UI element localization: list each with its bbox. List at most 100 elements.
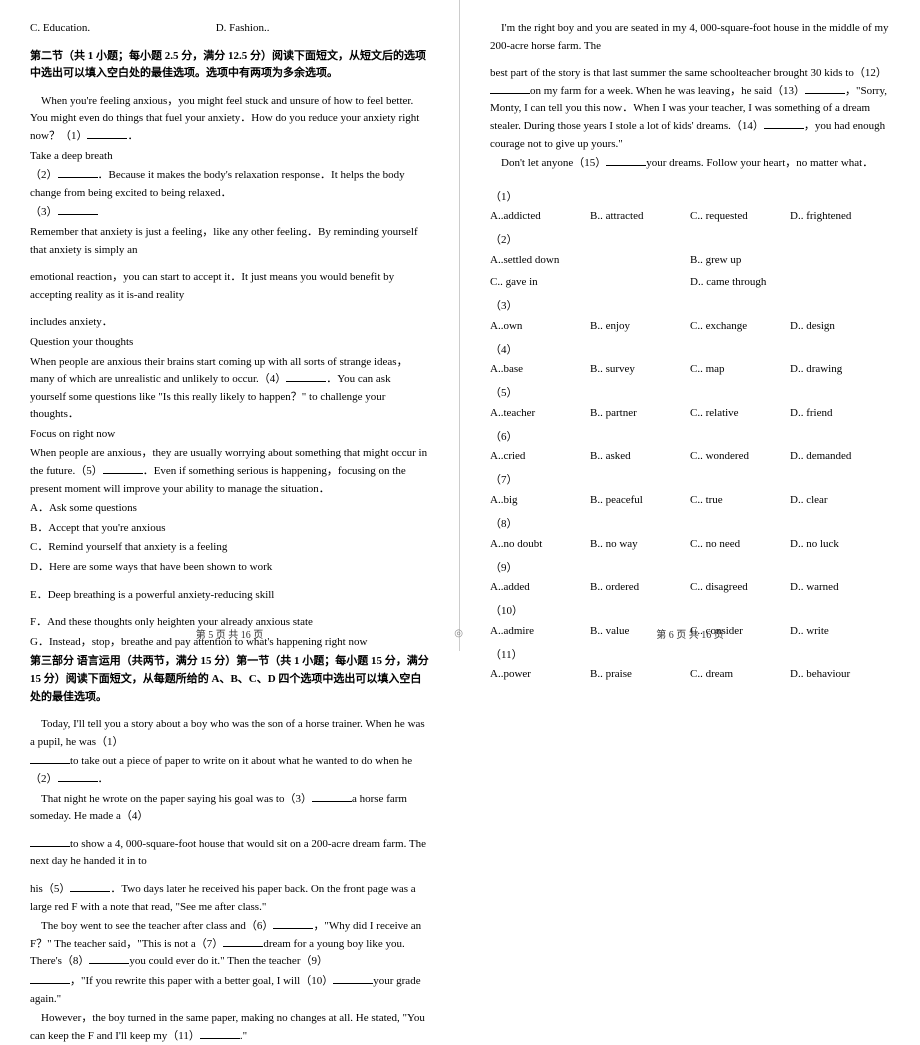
blank-4 bbox=[286, 372, 326, 382]
blank-s9 bbox=[30, 974, 70, 984]
option-b: B.. peaceful bbox=[590, 494, 690, 506]
blank-12 bbox=[490, 84, 530, 94]
option-d: D.. clear bbox=[790, 494, 890, 506]
option-c: C.. exchange bbox=[690, 320, 790, 332]
option-c: C.. relative bbox=[690, 407, 790, 419]
answer-a: A．Ask some questions bbox=[30, 500, 429, 518]
para-5: Remember that anxiety is just a feeling，… bbox=[30, 224, 429, 259]
option-a: A..power bbox=[490, 668, 590, 680]
s5d: you could ever do it." Then the teacher（… bbox=[129, 955, 328, 967]
story-1b: to take out a piece of paper to write on… bbox=[30, 753, 429, 788]
section3-header: 第三部分 语言运用（共两节，满分 15 分）第一节（共 1 小题；每小题 15 … bbox=[30, 653, 429, 706]
option-row: A..addedB.. orderedC.. disagreedD.. warn… bbox=[490, 581, 890, 593]
blank-s11 bbox=[200, 1029, 240, 1039]
question-number: （11） bbox=[490, 647, 890, 665]
option-d: D.. warned bbox=[790, 581, 890, 593]
p1-end: ． bbox=[127, 130, 138, 142]
option-b: B.. asked bbox=[590, 450, 690, 462]
question-number: （8） bbox=[490, 516, 890, 534]
option-d: D.. demanded bbox=[790, 450, 890, 462]
option-row: A..baseB.. surveyC.. mapD.. drawing bbox=[490, 363, 890, 375]
story-5: The boy went to see the teacher after cl… bbox=[30, 918, 429, 971]
option-b: B.. no way bbox=[590, 538, 690, 550]
s3a: to show a 4, 000-square-foot house that … bbox=[30, 838, 426, 868]
r-para-1: I'm the right boy and you are seated in … bbox=[490, 20, 890, 55]
p3a: （2） bbox=[30, 169, 58, 181]
option-a: A..base bbox=[490, 363, 590, 375]
option-d: D.. friend bbox=[790, 407, 890, 419]
option-row: A..settled downB.. grew up bbox=[490, 254, 890, 266]
blank-s8 bbox=[89, 954, 129, 964]
blank-3 bbox=[58, 205, 98, 215]
option-a: A..big bbox=[490, 494, 590, 506]
option-row: C.. gave in D.. came through bbox=[490, 276, 890, 288]
blank-5 bbox=[103, 464, 143, 474]
option-a: A..cried bbox=[490, 450, 590, 462]
option-c: C.. true bbox=[690, 494, 790, 506]
para-3: （2）．Because it makes the body's relaxati… bbox=[30, 167, 429, 202]
prev-options: C. Education. D. Fashion.. bbox=[30, 20, 429, 38]
blank-15 bbox=[606, 156, 646, 166]
question-number: （2） bbox=[490, 232, 890, 250]
blank-s1 bbox=[30, 754, 70, 764]
option-a: C.. gave in bbox=[490, 276, 590, 288]
question-number: （5） bbox=[490, 385, 890, 403]
blank-s2 bbox=[58, 772, 98, 782]
option-d: D.. design bbox=[790, 320, 890, 332]
question-number: （4） bbox=[490, 342, 890, 360]
answer-e: E．Deep breathing is a powerful anxiety-r… bbox=[30, 587, 429, 605]
question-number: （6） bbox=[490, 429, 890, 447]
option-a: A..no doubt bbox=[490, 538, 590, 550]
s2a: That night he wrote on the paper saying … bbox=[41, 793, 312, 805]
right-column: I'm the right boy and you are seated in … bbox=[460, 0, 920, 651]
option-a: A..addicted bbox=[490, 210, 590, 222]
left-column: C. Education. D. Fashion.. 第二节（共 1 小题；每小… bbox=[0, 0, 460, 651]
option-d: D.. behaviour bbox=[790, 668, 890, 680]
question-number: （10） bbox=[490, 603, 890, 621]
option-b: B.. attracted bbox=[590, 210, 690, 222]
opt-c: C. Education. bbox=[30, 22, 90, 34]
story-1: Today, I'll tell you a story about a boy… bbox=[30, 716, 429, 751]
blank-s6 bbox=[273, 919, 313, 929]
option-c: C.. disagreed bbox=[690, 581, 790, 593]
left-footer: 第 5 页 共 16 页 bbox=[0, 626, 459, 641]
option-row: A..no doubtB.. no wayC.. no needD.. no l… bbox=[490, 538, 890, 550]
story-2: That night he wrote on the paper saying … bbox=[30, 791, 429, 826]
r2b: on my farm for a week. When he was leavi… bbox=[530, 85, 805, 97]
option-a: A..teacher bbox=[490, 407, 590, 419]
option-b: B.. praise bbox=[590, 668, 690, 680]
option-b bbox=[590, 254, 690, 266]
option-c: C.. wondered bbox=[690, 450, 790, 462]
option-c: D.. came through bbox=[690, 276, 790, 288]
option-b: B.. enjoy bbox=[590, 320, 690, 332]
answer-b: B．Accept that you're anxious bbox=[30, 520, 429, 538]
option-row: A..teacherB.. partnerC.. relativeD.. fri… bbox=[490, 407, 890, 419]
option-c: C.. dream bbox=[690, 668, 790, 680]
option-d: D.. frightened bbox=[790, 210, 890, 222]
question-number: （9） bbox=[490, 560, 890, 578]
story-3: to show a 4, 000-square-foot house that … bbox=[30, 836, 429, 871]
option-row: A..bigB.. peacefulC.. trueD.. clear bbox=[490, 494, 890, 506]
option-b bbox=[590, 276, 690, 288]
blank-s10 bbox=[333, 974, 373, 984]
blank-13 bbox=[805, 84, 845, 94]
opt-d: D. Fashion.. bbox=[216, 22, 270, 34]
option-b: B.. ordered bbox=[590, 581, 690, 593]
r-para-2: best part of the story is that last summ… bbox=[490, 65, 890, 153]
para-10: Focus on right now bbox=[30, 426, 429, 444]
cloze-options: （1）A..addictedB.. attractedC.. requested… bbox=[490, 189, 890, 681]
option-a: A..settled down bbox=[490, 254, 590, 266]
option-c: C.. no need bbox=[690, 538, 790, 550]
story-4: his（5）．Two days later he received his pa… bbox=[30, 881, 429, 916]
option-d bbox=[790, 254, 890, 266]
r2a: best part of the story is that last summ… bbox=[490, 67, 887, 79]
para-7: includes anxiety． bbox=[30, 314, 429, 332]
blank-s5 bbox=[70, 882, 110, 892]
question-number: （3） bbox=[490, 298, 890, 316]
option-row: A..criedB.. askedC.. wonderedD.. demande… bbox=[490, 450, 890, 462]
option-c: C.. requested bbox=[690, 210, 790, 222]
para-6: emotional reaction，you can start to acce… bbox=[30, 269, 429, 304]
s6a: ，"If you rewrite this paper with a bette… bbox=[70, 975, 333, 987]
para-8: Question your thoughts bbox=[30, 334, 429, 352]
question-number: （7） bbox=[490, 472, 890, 490]
